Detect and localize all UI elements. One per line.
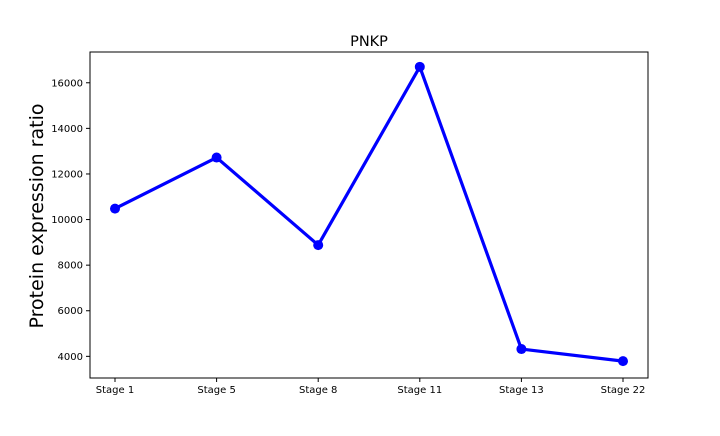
data-point [110,203,120,214]
y-tick-label: 4000 [58,352,83,363]
data-point [211,152,222,163]
data-point [516,344,527,355]
y-tick-label: 10000 [51,215,83,226]
data-point [618,356,628,367]
x-tick-label: Stage 5 [197,385,235,396]
series-layer [110,61,628,367]
y-tick-label: 14000 [51,124,83,135]
y-tick-label: 16000 [51,78,83,89]
y-axis-label: Protein expression ratio [26,104,48,329]
x-tick-label: Stage 22 [601,385,646,396]
series-line [113,65,625,363]
x-tick-label: Stage 13 [499,385,544,396]
y-tick-label: 6000 [58,306,83,317]
x-tick-label: Stage 11 [397,385,442,396]
data-point [313,240,324,251]
x-tick-label: Stage 8 [299,385,337,396]
plot-area-frame [89,51,649,379]
y-axis: 4000 6000 8000 10000 12000 14000 16000 [51,78,90,363]
x-tick-label: Stage 1 [96,385,134,396]
y-tick-label: 8000 [58,261,83,272]
chart-title: PNKP [350,34,388,50]
x-axis: Stage 1 Stage 5 Stage 8 Stage 11 Stage 13 Sta… [96,378,646,396]
y-tick-label: 12000 [51,169,83,180]
data-point [414,61,425,72]
